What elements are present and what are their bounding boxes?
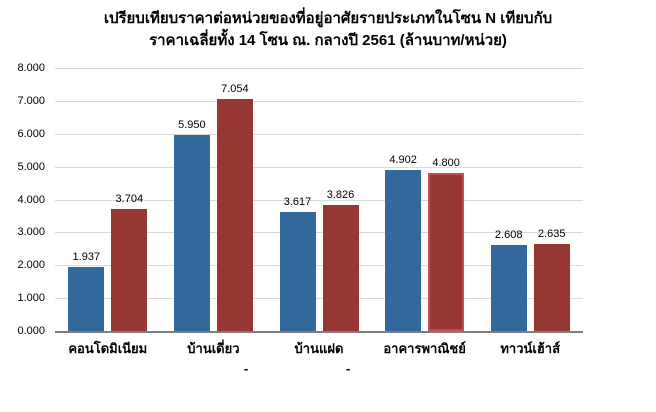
chart-title: เปรียบเทียบราคาต่อหน่วยของที่อยู่อาศัยรา… [0, 8, 656, 52]
legend-mark-1: - [244, 361, 249, 376]
gridline [55, 68, 583, 69]
legend-mark-2: - [346, 361, 351, 376]
bar-series1-บ้านเดี่ยว[interactable] [173, 135, 210, 331]
gridline [55, 100, 583, 102]
gridline [55, 298, 583, 300]
bar-series2-ทาวน์เฮ้าส์[interactable] [533, 244, 570, 331]
category-label: ทาวน์เฮ้าส์ [500, 341, 561, 356]
y-tick-label: 1.000 [17, 292, 45, 305]
gridline [55, 133, 583, 135]
y-tick-label: 7.000 [17, 94, 45, 107]
bar-series2-บ้านเดี่ยว[interactable] [216, 99, 253, 331]
y-tick-label: 6.000 [17, 127, 45, 140]
category-label: บ้านเดี่ยว [187, 341, 240, 356]
gridline [55, 199, 583, 201]
category-label: บ้านแฝด [294, 341, 344, 356]
value-label: 3.704 [115, 193, 144, 206]
y-tick-label: 5.000 [17, 160, 45, 173]
gridline [55, 166, 583, 168]
value-label: 2.635 [537, 228, 566, 241]
category-label: คอนโดมิเนียม [68, 341, 148, 356]
value-label: 2.608 [494, 229, 523, 242]
y-tick-label: 4.000 [17, 193, 45, 206]
y-tick-label: 0.000 [17, 325, 45, 337]
value-label: 4.902 [389, 153, 417, 166]
gridline [55, 232, 583, 234]
y-tick-label: 8.000 [17, 62, 45, 74]
bar-series2-อาคารพาณิชย์[interactable] [428, 173, 465, 331]
bar-series1-ทาวน์เฮ้าส์[interactable] [490, 245, 527, 331]
bar-series1-บ้านแฝด[interactable] [279, 212, 316, 331]
chart-title-line-1: เปรียบเทียบราคาต่อหน่วยของที่อยู่อาศัยรา… [103, 10, 553, 27]
value-label: 1.937 [72, 251, 101, 264]
y-tick-label: 2.000 [17, 259, 45, 272]
value-label: 7.054 [221, 83, 249, 96]
category-label: อาคารพาณิชย์ [383, 341, 466, 356]
plot-area: 1.937 3.704 5.950 7.054 3.617 3.826 4.902 4.800… [55, 68, 583, 333]
value-label: 3.826 [326, 189, 355, 202]
gridline [55, 265, 583, 267]
bar-series2-คอนโดมิเนียม[interactable] [111, 209, 148, 331]
bar-series1-คอนโดมิเนียม[interactable] [68, 267, 105, 331]
y-tick-label: 3.000 [17, 226, 45, 239]
value-label: 5.950 [178, 119, 206, 132]
value-label: 3.617 [283, 196, 312, 209]
bar-series1-อาคารพาณิชย์[interactable] [385, 169, 422, 331]
chart-title-line-2: ราคาเฉลี่ยทั้ง 14 โซน ณ. กลางปี 2561 (ล้… [149, 32, 507, 49]
bar-series2-บ้านแฝด[interactable] [322, 205, 359, 331]
value-label: 4.800 [432, 157, 460, 170]
